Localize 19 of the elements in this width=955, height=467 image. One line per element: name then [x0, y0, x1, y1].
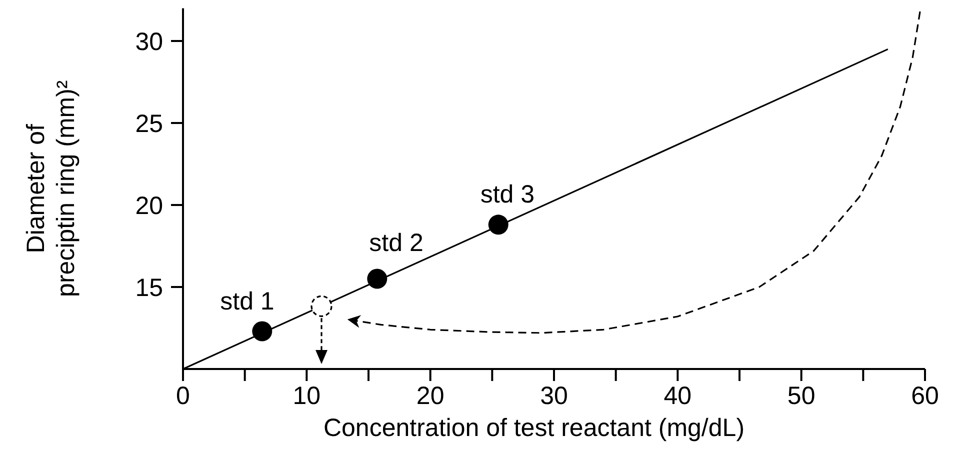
x-tick-label: 0	[176, 382, 190, 410]
point	[252, 321, 272, 342]
x-tick-label: 10	[292, 382, 321, 410]
y-tick-label: 15	[135, 274, 163, 302]
point	[488, 214, 508, 235]
annotation: std 2	[369, 228, 424, 257]
point	[367, 268, 388, 289]
x-tick-label: 20	[416, 382, 444, 410]
annotation: std 1	[220, 287, 274, 316]
x-tick-label: 50	[787, 382, 816, 410]
x-tick-label: 40	[664, 382, 692, 410]
y-tick-label: 30	[135, 28, 163, 56]
x-axis-title: Concentration of test reactant (mg/dL)	[323, 414, 745, 442]
x-tick-label: 30	[540, 382, 568, 410]
x-tick-label: 60	[911, 382, 939, 410]
y-tick-label: 20	[135, 192, 163, 220]
annotation: std 3	[480, 180, 535, 209]
y-axis-title: Diameter of preciptin ring (mm)²	[22, 80, 80, 297]
y-tick-label: 25	[135, 110, 163, 138]
